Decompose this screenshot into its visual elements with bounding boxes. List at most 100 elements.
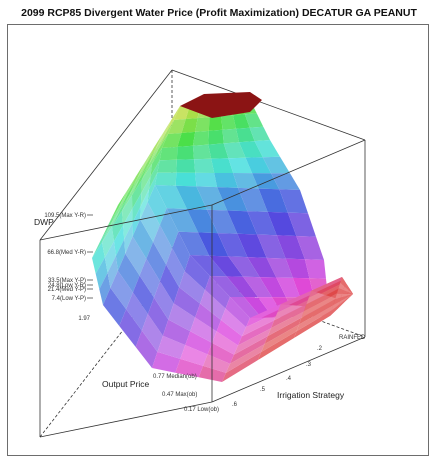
surface-patch (261, 324, 299, 352)
surface-patch (228, 157, 253, 174)
surface-patch (239, 141, 263, 158)
surface-patch (200, 289, 226, 320)
surface-patch (257, 234, 286, 259)
surface-patch (221, 115, 237, 130)
surface-patch (164, 106, 180, 135)
surface-patch (285, 258, 310, 279)
surface-patch (276, 235, 305, 260)
surface-patch (230, 297, 262, 318)
surface-patch (140, 176, 151, 206)
surface-patch (173, 287, 201, 318)
surface-patch (157, 159, 177, 173)
surface-patch (294, 310, 332, 338)
surface-patch (107, 256, 118, 288)
surface-patch (103, 287, 127, 326)
surface-patch (228, 256, 260, 278)
surface-patch (175, 185, 207, 210)
surface-patch (242, 312, 278, 337)
y-tick-label: .4 (286, 376, 292, 382)
surface-patch (217, 233, 248, 258)
surface-patch (279, 189, 308, 214)
surface-patch (208, 143, 229, 159)
surface-patch (350, 290, 353, 294)
y-tick-label: .3 (306, 362, 312, 368)
surface-patch (258, 331, 297, 360)
z-tick-label: 1.97 (78, 316, 90, 322)
surface-patch (152, 134, 168, 164)
surface-patch (348, 290, 353, 294)
surface-patch (181, 118, 198, 133)
surface-patch (316, 279, 346, 294)
surface-patch (117, 253, 140, 293)
surface-patch (299, 299, 336, 325)
surface-patch (349, 289, 353, 294)
plot-frame (7, 24, 429, 456)
surface-patch (341, 293, 348, 298)
surface-patch (195, 303, 221, 332)
surface-patch (221, 308, 246, 337)
box-edge (211, 139, 366, 206)
surface-patch (175, 358, 204, 378)
surface-patch (152, 351, 181, 373)
surface-patch (346, 294, 353, 298)
surface-patch (147, 172, 158, 203)
surface-patch (100, 208, 119, 241)
surface-patch (226, 276, 258, 298)
surface-patch (227, 210, 257, 235)
surface-patch (132, 164, 149, 196)
surface-patch (236, 127, 255, 143)
surface-patch (264, 317, 302, 345)
surface-patch (347, 293, 353, 296)
surface-patch (348, 288, 353, 294)
surface-patch (179, 271, 205, 304)
surface-patch (175, 172, 197, 187)
surface-patch (336, 288, 344, 294)
surface-patch (110, 270, 133, 310)
surface-patch (132, 192, 142, 223)
surface-patch (158, 120, 174, 150)
surface-patch (222, 128, 240, 144)
surface-patch (95, 257, 108, 290)
surface-patch (244, 113, 264, 128)
box-edge-hidden (39, 266, 173, 438)
surface-patch (166, 208, 198, 233)
surface-patch (124, 222, 133, 254)
surface-patch (250, 304, 289, 318)
surface-patch (262, 156, 290, 174)
surface-patch (155, 120, 172, 150)
surface-patch (342, 290, 349, 294)
surface-patch (118, 176, 136, 208)
surface-patch (237, 187, 268, 212)
surface-patch (345, 294, 353, 300)
surface-patch (233, 114, 250, 129)
surface-patch (243, 276, 272, 298)
surface-patch (311, 277, 344, 293)
y-tick-label: RAINFED (339, 335, 366, 341)
surface-patch (104, 241, 116, 273)
surface-patch (160, 264, 180, 304)
surface-patch (142, 149, 159, 180)
surface-patch (141, 314, 163, 352)
z-tick-label: 109.5(Max Y-R) (44, 213, 86, 219)
surface-patch (258, 188, 288, 213)
surface-peak (180, 92, 262, 118)
y-axis-label: Irrigation Strategy (277, 390, 345, 400)
surface-patch (178, 231, 210, 256)
surface-patch (150, 148, 162, 177)
surface-patch (233, 173, 259, 189)
surface-patch (192, 130, 209, 146)
surface-patch (267, 211, 297, 236)
surface-patch (135, 330, 158, 368)
z-tick-label: 21.4(Med Y-P) (48, 287, 86, 293)
surface-patch (176, 159, 196, 173)
surface-patch (230, 336, 268, 364)
surface-patch (301, 293, 337, 318)
surface-patch (192, 144, 212, 160)
surface-patch (115, 239, 126, 271)
surface-patch (210, 276, 244, 297)
surface-patch (166, 248, 185, 288)
surface-patch (132, 219, 154, 259)
surface-patch (112, 210, 124, 242)
surface-patch (174, 105, 190, 120)
surface-patch (172, 231, 190, 272)
